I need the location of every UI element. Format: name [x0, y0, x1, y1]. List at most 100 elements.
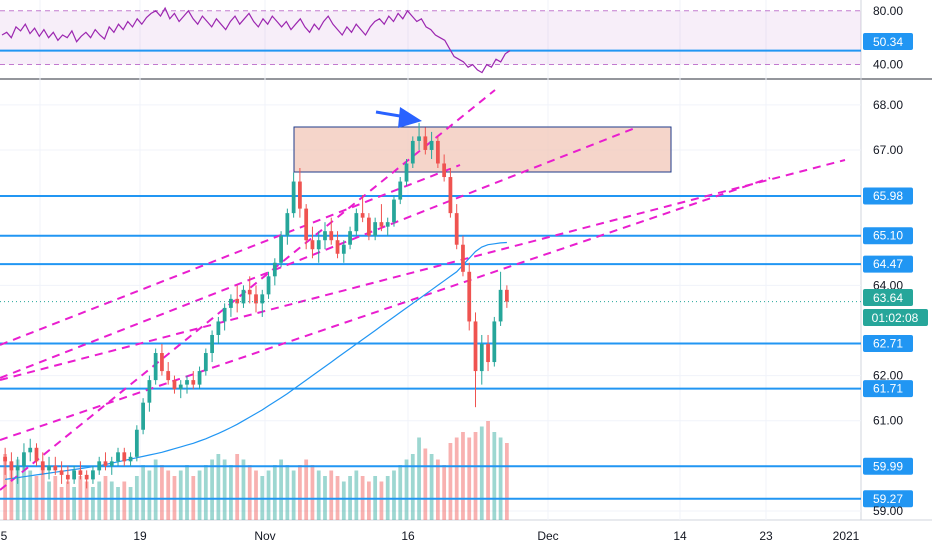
- candle-body: [285, 213, 290, 236]
- volume-bar: [454, 437, 459, 520]
- countdown-tag: 01:02:08: [863, 309, 928, 326]
- level-tag: [863, 335, 913, 353]
- volume-bar: [128, 487, 133, 520]
- candle-body: [348, 231, 352, 245]
- volume-bar: [404, 459, 409, 520]
- sma-line: [5, 241, 507, 480]
- volume-bar: [435, 459, 440, 520]
- candle-body: [91, 470, 95, 480]
- volume-bar: [429, 454, 434, 520]
- candle-body: [279, 235, 283, 263]
- candle-body: [97, 461, 102, 471]
- horizontal-levels[interactable]: [0, 194, 861, 500]
- candle-body: [341, 244, 346, 254]
- volume-bar: [72, 487, 77, 520]
- volume-bar: [185, 465, 189, 520]
- price-tick-label: 59.99: [873, 459, 903, 473]
- candle-body: [291, 181, 296, 214]
- trend-line[interactable]: [0, 127, 636, 379]
- candle-body: [429, 140, 434, 150]
- arrow-annotation[interactable]: [375, 107, 422, 128]
- rsi-tick-label: 80.00: [873, 4, 903, 18]
- candle-body: [492, 321, 497, 363]
- rsi-band: [0, 10, 861, 65]
- volume-bar: [15, 459, 20, 520]
- price-tick-label: 59.00: [873, 504, 903, 518]
- price-tick-label: 62.00: [873, 369, 903, 383]
- candle-body: [178, 384, 183, 390]
- candle-body: [172, 380, 177, 390]
- candle-body: [392, 199, 396, 223]
- candle-body: [442, 163, 447, 178]
- candle-body: [316, 240, 321, 250]
- volume-bar: [486, 421, 490, 520]
- trend-lines[interactable]: [0, 89, 846, 491]
- candle-body: [323, 231, 327, 241]
- volume-bar: [367, 481, 371, 520]
- level-tag: [863, 227, 913, 245]
- resistance-zone[interactable]: [293, 126, 672, 173]
- candle-body: [103, 461, 108, 466]
- candle-body: [40, 461, 45, 471]
- volume-bar: [65, 481, 70, 520]
- candle-body: [435, 140, 440, 164]
- candle-body: [272, 262, 277, 277]
- volume-bar: [241, 459, 246, 520]
- volume-bar: [28, 470, 33, 520]
- candle-body: [398, 181, 403, 200]
- volume-bar: [310, 465, 315, 520]
- volume-bar: [160, 465, 164, 520]
- candles: [3, 122, 509, 489]
- volume-bar: [22, 465, 26, 520]
- volume-bar: [216, 454, 221, 520]
- volume-bar: [47, 481, 51, 520]
- price-tick-label: 67.00: [873, 143, 903, 157]
- volume-bar: [203, 465, 208, 520]
- volume-bar: [492, 432, 497, 520]
- volume-bar: [473, 432, 478, 520]
- rsi-pane: [0, 0, 861, 78]
- volume-bar: [341, 481, 346, 520]
- volume-bar: [166, 470, 171, 520]
- candle-body: [28, 447, 33, 453]
- last-price-label: 63.64: [873, 291, 903, 305]
- candle-body: [229, 298, 233, 308]
- candle-body: [473, 321, 478, 372]
- volume-bar: [153, 459, 158, 520]
- time-tick-label: 5: [1, 529, 8, 543]
- volume-bar: [210, 459, 214, 520]
- candle-body: [153, 353, 158, 381]
- volume-bar: [504, 443, 509, 520]
- candle-body: [203, 353, 208, 372]
- price-tick-label: 65.98: [873, 189, 903, 203]
- candle-body: [479, 344, 484, 372]
- candle-body: [216, 321, 221, 335]
- candle-body: [417, 136, 421, 141]
- candle-body: [241, 289, 246, 304]
- volume-bar: [298, 465, 302, 520]
- candle-body: [373, 222, 378, 236]
- moving-average: [5, 241, 507, 480]
- volume-bar: [59, 487, 64, 520]
- candle-body: [504, 289, 509, 302]
- time-axis: 5 19 Nov 16 Dec 14 23 2021: [1, 529, 860, 543]
- price-tick-label: 59.27: [873, 492, 903, 506]
- candle-body: [47, 465, 51, 471]
- volume-bar: [285, 465, 290, 520]
- volume-bar: [379, 481, 384, 520]
- trend-line[interactable]: [0, 177, 771, 441]
- candle-body: [160, 353, 164, 372]
- volume-bar: [84, 481, 89, 520]
- candle-body: [410, 140, 415, 164]
- rsi-value-tag: 50.34: [863, 33, 913, 50]
- price-tick-label: 62.71: [873, 337, 903, 351]
- candle-body: [59, 470, 64, 475]
- trend-line[interactable]: [0, 159, 846, 381]
- level-tag: [863, 490, 913, 508]
- price-tick-label: 64.47: [873, 257, 903, 271]
- trend-line[interactable]: [0, 164, 461, 346]
- candle-body: [266, 276, 271, 295]
- candle-body: [486, 344, 490, 363]
- rsi-value-label: 50.34: [873, 35, 903, 49]
